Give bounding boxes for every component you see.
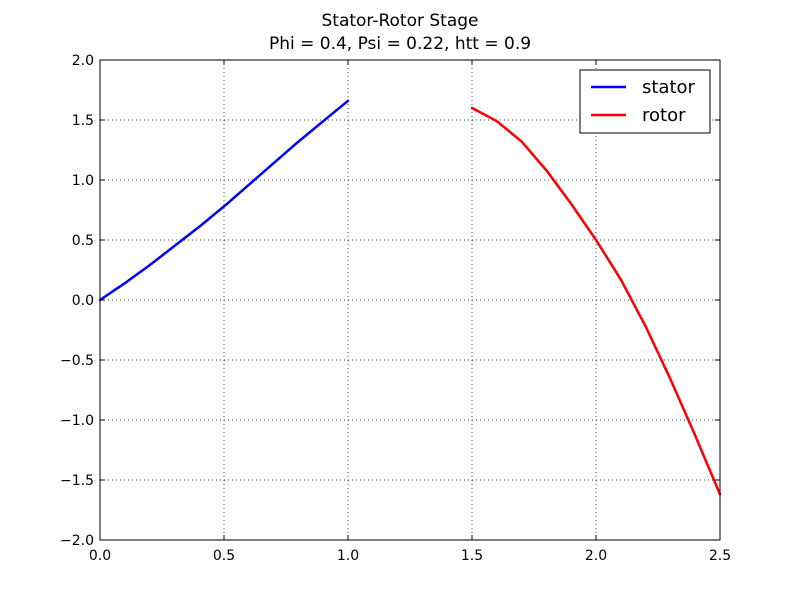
y-tick-label: 2.0 bbox=[72, 53, 94, 69]
series-line-rotor bbox=[470, 106, 722, 496]
x-tick-label: 1.5 bbox=[461, 548, 483, 564]
legend-label-rotor: rotor bbox=[642, 105, 686, 126]
axis-ticks: 0.0 0.5 1.0 1.5 2.0 2.5 2.0 1.5 1.0 0.5 0.0 −0.5 −1.… bbox=[60, 53, 731, 564]
chart-title: Stator-Rotor Stage bbox=[321, 11, 478, 31]
x-tick-label: 0.5 bbox=[213, 548, 235, 564]
y-tick-label: −2.0 bbox=[60, 533, 94, 549]
series-line-stator bbox=[98, 99, 350, 302]
x-tick-label: 1.0 bbox=[337, 548, 359, 564]
x-tick-label: 0.0 bbox=[89, 548, 111, 564]
chart-subtitle: Phi = 0.4, Psi = 0.22, htt = 0.9 bbox=[269, 34, 531, 54]
series-lines bbox=[98, 99, 722, 496]
y-tick-label: 0.5 bbox=[72, 233, 94, 249]
legend-box bbox=[579, 69, 711, 134]
x-tick-label: 2.0 bbox=[585, 548, 607, 564]
y-tick-label: 0.0 bbox=[72, 293, 94, 309]
y-tick-label: −0.5 bbox=[60, 353, 94, 369]
y-tick-label: 1.5 bbox=[72, 113, 94, 129]
y-tick-label: −1.0 bbox=[60, 413, 94, 429]
legend: stator rotor bbox=[579, 69, 711, 134]
y-tick-label: 1.0 bbox=[72, 173, 94, 189]
legend-label-stator: stator bbox=[642, 77, 696, 98]
y-tick-label: −1.5 bbox=[60, 473, 94, 489]
x-tick-label: 2.5 bbox=[709, 548, 731, 564]
